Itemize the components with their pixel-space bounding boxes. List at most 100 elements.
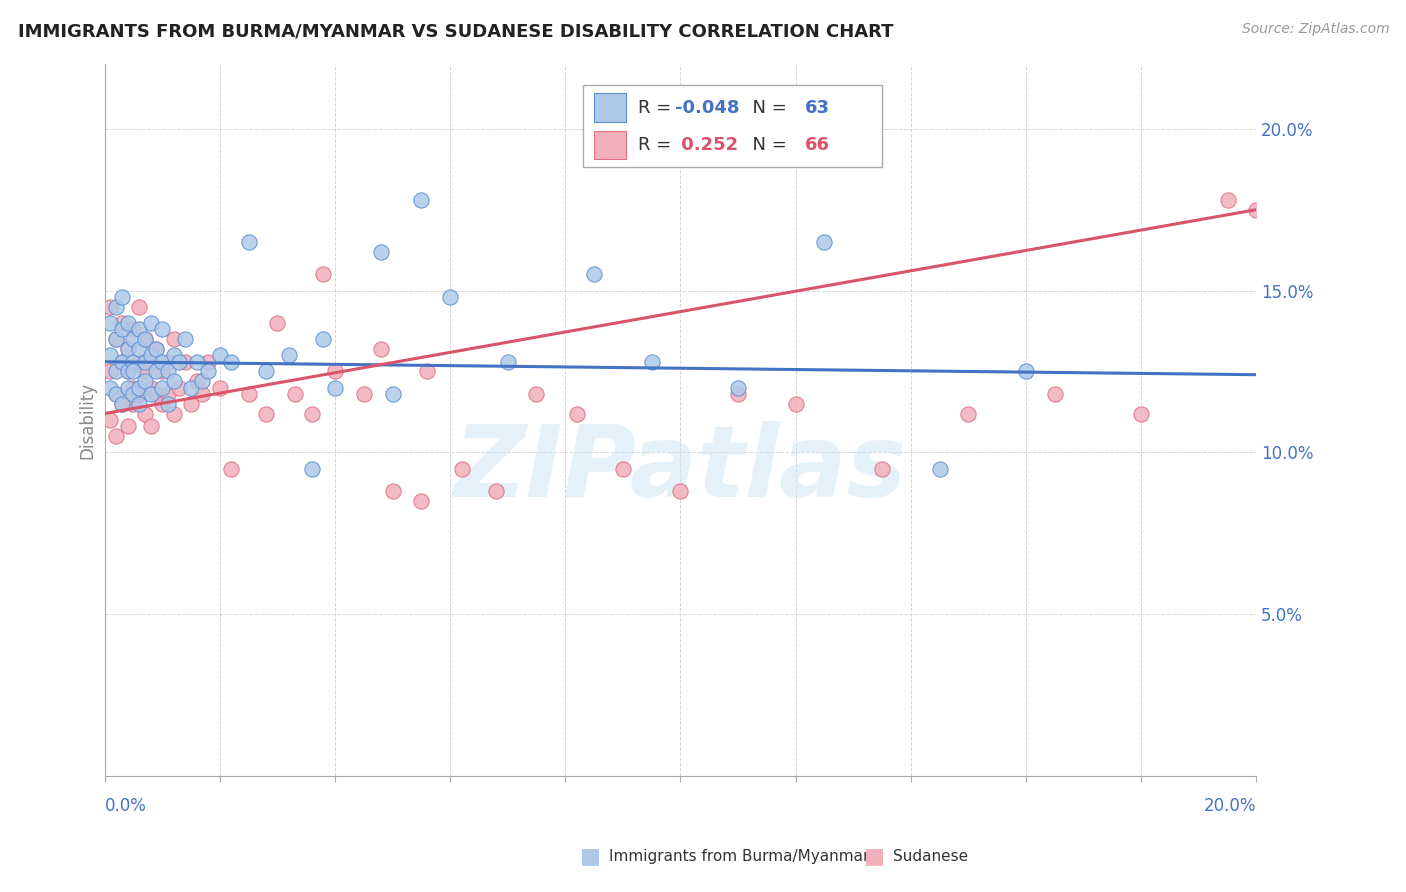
Point [301, 461, 323, 475]
Point [145, 364, 167, 378]
Point [98, 316, 121, 330]
Point [323, 364, 346, 378]
Point [370, 342, 392, 356]
Point [150, 397, 173, 411]
Text: IMMIGRANTS FROM BURMA/MYANMAR VS SUDANESE DISABILITY CORRELATION CHART: IMMIGRANTS FROM BURMA/MYANMAR VS SUDANES… [18, 22, 894, 40]
Point [169, 355, 191, 369]
Point [122, 355, 145, 369]
Point [669, 484, 692, 499]
Text: ■: ■ [865, 847, 884, 866]
Point [284, 387, 307, 401]
Point [180, 381, 202, 395]
Point [186, 374, 208, 388]
Point [139, 355, 162, 369]
Point [98, 364, 121, 378]
Point [98, 381, 121, 395]
Point [238, 387, 260, 401]
Point [197, 355, 219, 369]
Point [1246, 202, 1268, 217]
Point [163, 332, 186, 346]
Point [117, 342, 139, 356]
Point [169, 381, 191, 395]
Point [105, 429, 128, 443]
Point [1130, 407, 1153, 421]
Point [150, 322, 173, 336]
FancyBboxPatch shape [595, 94, 626, 122]
Point [128, 300, 150, 314]
Point [191, 374, 214, 388]
Point [117, 381, 139, 395]
Point [254, 364, 277, 378]
Point [411, 494, 433, 508]
Text: Immigrants from Burma/Myanmar: Immigrants from Burma/Myanmar [609, 849, 869, 863]
Point [277, 348, 299, 362]
Point [117, 342, 139, 356]
Point [139, 381, 162, 395]
Point [785, 397, 807, 411]
Point [301, 407, 323, 421]
Point [416, 364, 439, 378]
Point [156, 387, 179, 401]
Point [381, 484, 404, 499]
Point [111, 397, 134, 411]
Point [134, 364, 156, 378]
Point [128, 355, 150, 369]
Text: ■: ■ [581, 847, 600, 866]
Text: ZIPatlas: ZIPatlas [454, 421, 907, 518]
Text: R =: R = [638, 98, 676, 117]
Point [122, 381, 145, 395]
Point [208, 348, 231, 362]
Point [727, 381, 749, 395]
Point [117, 316, 139, 330]
Point [145, 342, 167, 356]
Text: 66: 66 [804, 136, 830, 154]
Point [221, 355, 243, 369]
Point [156, 397, 179, 411]
Point [128, 387, 150, 401]
Point [111, 290, 134, 304]
Text: -0.048: -0.048 [675, 98, 740, 117]
Point [139, 348, 162, 362]
Point [139, 316, 162, 330]
Point [266, 316, 288, 330]
Point [105, 332, 128, 346]
Point [928, 461, 950, 475]
Point [111, 355, 134, 369]
Point [208, 381, 231, 395]
Point [122, 397, 145, 411]
Point [105, 387, 128, 401]
Point [186, 355, 208, 369]
Point [117, 364, 139, 378]
Text: 63: 63 [804, 98, 830, 117]
Point [238, 235, 260, 249]
Point [612, 461, 634, 475]
Text: 0.0%: 0.0% [104, 797, 146, 815]
Point [111, 397, 134, 411]
Point [197, 364, 219, 378]
FancyBboxPatch shape [582, 86, 882, 168]
Text: Source: ZipAtlas.com: Source: ZipAtlas.com [1241, 22, 1389, 37]
Point [105, 387, 128, 401]
Point [485, 484, 508, 499]
Point [191, 387, 214, 401]
Text: Sudanese: Sudanese [893, 849, 967, 863]
Point [145, 387, 167, 401]
Text: N =: N = [741, 98, 793, 117]
Point [526, 387, 548, 401]
Point [111, 316, 134, 330]
Point [111, 322, 134, 336]
Point [117, 419, 139, 434]
Point [727, 387, 749, 401]
Point [221, 461, 243, 475]
Point [870, 461, 893, 475]
Point [105, 332, 128, 346]
Point [98, 300, 121, 314]
Point [128, 397, 150, 411]
Point [128, 322, 150, 336]
Y-axis label: Disability: Disability [79, 382, 96, 458]
Point [180, 397, 202, 411]
Point [583, 268, 606, 282]
Point [1015, 364, 1038, 378]
Point [105, 364, 128, 378]
Point [134, 332, 156, 346]
